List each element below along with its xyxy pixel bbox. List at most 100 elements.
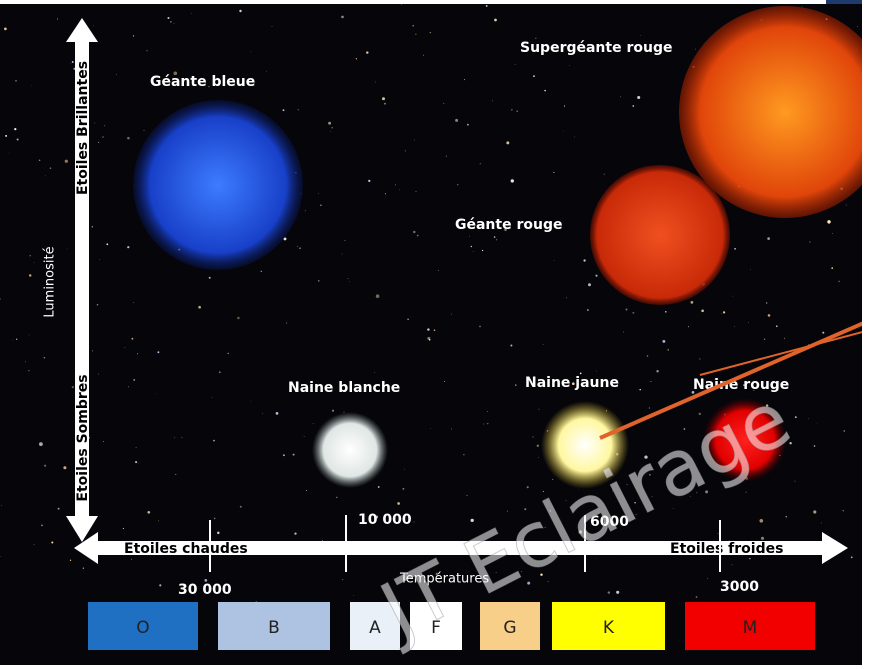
star — [608, 591, 610, 593]
star — [341, 16, 344, 19]
star — [467, 124, 469, 126]
star — [209, 277, 211, 279]
star — [767, 237, 770, 240]
star — [696, 596, 698, 598]
star — [58, 508, 60, 510]
star — [701, 310, 704, 313]
star — [293, 454, 295, 456]
star — [29, 274, 31, 276]
star — [416, 191, 417, 192]
star — [734, 248, 736, 250]
star — [158, 521, 159, 522]
label: Naine jaune — [525, 375, 619, 391]
star — [318, 280, 319, 281]
star — [304, 436, 305, 437]
star — [349, 281, 350, 282]
star — [366, 51, 368, 53]
star — [155, 393, 156, 394]
star — [167, 17, 169, 19]
star — [665, 311, 667, 313]
star — [191, 13, 192, 14]
star — [72, 386, 74, 388]
star — [1, 505, 2, 506]
star — [106, 243, 108, 245]
red-giant — [590, 165, 730, 305]
star — [809, 241, 810, 242]
star — [532, 436, 533, 437]
star — [103, 441, 104, 442]
star — [213, 440, 215, 442]
star — [397, 502, 400, 505]
star — [496, 239, 497, 240]
star — [330, 131, 331, 132]
star — [240, 506, 242, 508]
star — [843, 510, 844, 511]
star — [587, 309, 589, 311]
star — [444, 381, 445, 382]
star — [517, 111, 518, 112]
star — [749, 558, 750, 559]
star — [647, 355, 649, 357]
star — [786, 516, 787, 517]
class-label: M — [743, 618, 758, 638]
star — [356, 58, 357, 59]
star — [511, 179, 514, 182]
star — [29, 335, 30, 336]
star — [25, 361, 26, 362]
star — [637, 96, 640, 99]
class-label: K — [603, 618, 615, 638]
star — [28, 370, 29, 371]
star — [147, 511, 150, 514]
star — [15, 80, 17, 82]
star — [401, 4, 402, 5]
star — [429, 339, 431, 341]
star — [395, 184, 396, 185]
star — [135, 461, 137, 463]
star — [123, 528, 124, 529]
star — [174, 23, 175, 24]
star — [838, 281, 839, 282]
star — [464, 79, 465, 80]
star — [564, 106, 565, 107]
star — [344, 240, 345, 241]
star — [174, 437, 175, 438]
star — [764, 339, 765, 340]
star — [131, 559, 132, 560]
star — [342, 254, 343, 255]
star — [802, 6, 803, 7]
axis-end-label: Etoiles Brillantes — [75, 61, 91, 195]
class-label: B — [268, 618, 280, 638]
star — [146, 50, 147, 51]
star — [127, 137, 130, 140]
star — [691, 301, 694, 304]
star — [761, 537, 764, 540]
star — [583, 259, 585, 261]
star — [294, 532, 296, 534]
star — [438, 270, 439, 271]
label: Supergéante rouge — [520, 40, 672, 56]
star — [831, 267, 833, 269]
star — [434, 329, 435, 330]
label: Géante bleue — [150, 74, 255, 90]
star — [858, 328, 859, 329]
star — [814, 445, 816, 447]
star — [640, 35, 641, 36]
star — [159, 584, 161, 586]
star — [486, 5, 488, 7]
star — [443, 103, 444, 104]
star — [237, 317, 240, 320]
star — [707, 578, 708, 579]
star — [374, 372, 375, 373]
star — [413, 25, 414, 26]
star — [272, 26, 273, 27]
star — [543, 344, 544, 345]
star — [795, 416, 797, 418]
star — [133, 302, 134, 303]
star — [83, 568, 84, 569]
star — [375, 82, 376, 83]
star — [467, 495, 468, 496]
star — [574, 137, 575, 138]
star — [45, 176, 46, 177]
star — [632, 105, 634, 107]
star — [44, 357, 46, 359]
